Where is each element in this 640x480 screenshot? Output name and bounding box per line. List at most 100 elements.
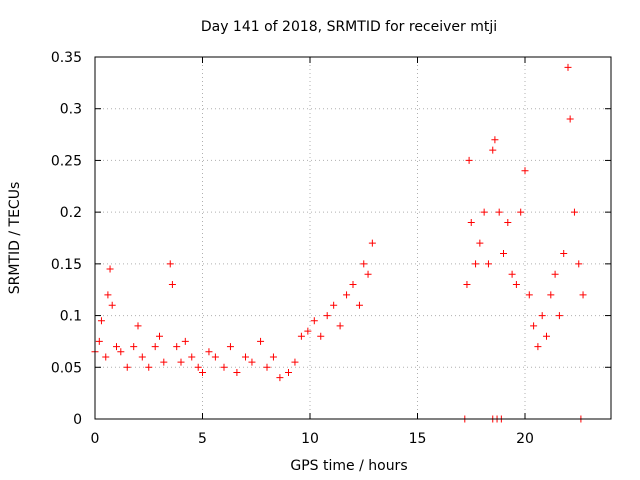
data-point <box>360 260 368 268</box>
data-point <box>297 332 305 340</box>
data-point <box>130 343 138 351</box>
data-point <box>104 291 112 299</box>
x-tick-label: 20 <box>516 431 534 447</box>
x-tick-label: 5 <box>198 431 207 447</box>
data-point <box>276 374 284 382</box>
data-point <box>575 260 583 268</box>
data-point <box>555 312 563 320</box>
data-point <box>220 363 228 371</box>
data-point <box>489 146 497 154</box>
data-point <box>113 343 120 351</box>
data-point <box>579 291 587 299</box>
data-point <box>355 301 363 309</box>
y-tick-label: 0 <box>73 412 82 428</box>
data-point <box>480 208 488 216</box>
data-point <box>349 281 357 289</box>
data-point <box>530 322 538 330</box>
data-point <box>304 327 312 335</box>
data-point <box>566 115 574 123</box>
data-point <box>551 270 559 278</box>
data-point <box>194 363 202 371</box>
data-point <box>504 218 512 226</box>
x-tick-label: 10 <box>301 431 319 447</box>
chart-title: Day 141 of 2018, SRMTID for receiver mtj… <box>201 19 497 35</box>
data-point <box>177 358 185 366</box>
data-point <box>465 156 473 164</box>
data-point <box>343 291 351 299</box>
y-tick-label: 0.25 <box>51 153 82 169</box>
data-point <box>570 208 578 216</box>
y-tick-label: 0.1 <box>60 309 82 325</box>
data-point <box>102 353 110 361</box>
data-point <box>181 337 189 345</box>
data-point <box>156 332 163 340</box>
data-point <box>168 281 176 289</box>
y-tick-label: 0.15 <box>51 257 82 273</box>
data-point <box>173 343 181 351</box>
data-point <box>330 301 338 309</box>
data-point <box>508 270 516 278</box>
data-point <box>310 317 318 325</box>
data-point <box>547 291 555 299</box>
data-point <box>564 63 572 71</box>
data-point <box>211 353 219 361</box>
data-point <box>525 291 533 299</box>
data-points <box>91 63 587 423</box>
data-point <box>108 301 116 309</box>
data-point <box>151 343 159 351</box>
grid-lines <box>95 57 611 419</box>
y-tick-label: 0.2 <box>60 205 82 221</box>
y-axis-label: SRMTID / TECUs <box>7 182 23 295</box>
data-point <box>95 337 103 345</box>
data-point <box>205 348 213 356</box>
x-axis-label: GPS time / hours <box>290 458 407 474</box>
data-point <box>463 281 471 289</box>
data-point <box>543 332 550 340</box>
data-point <box>123 363 131 371</box>
data-point <box>534 343 542 351</box>
data-point <box>538 312 546 320</box>
data-point <box>160 358 168 366</box>
data-point <box>242 353 249 361</box>
data-point <box>285 368 292 376</box>
data-point <box>500 250 507 258</box>
data-point <box>317 332 325 340</box>
axis-ticks <box>94 56 611 420</box>
data-point <box>517 208 525 216</box>
y-tick-label: 0.35 <box>51 50 82 66</box>
tick-labels: 0 5 10 15 20 0 0.05 0.1 0.15 0.2 0.25 0.3 0.35 <box>51 50 534 447</box>
data-point <box>472 260 480 268</box>
data-point <box>199 368 206 376</box>
data-point <box>106 265 114 273</box>
data-point <box>145 363 153 371</box>
data-point <box>323 312 331 320</box>
data-point <box>263 363 271 371</box>
data-point <box>138 353 146 361</box>
data-point <box>188 353 196 361</box>
data-point <box>134 322 142 330</box>
data-point <box>484 260 492 268</box>
plot-frame <box>94 56 612 420</box>
data-point <box>368 239 376 247</box>
data-point <box>364 270 372 278</box>
y-tick-label: 0.3 <box>60 102 82 118</box>
data-point <box>495 208 503 216</box>
data-point <box>117 348 125 356</box>
data-point <box>512 281 520 289</box>
data-point <box>491 136 499 144</box>
data-point <box>233 368 241 376</box>
data-point <box>476 239 484 247</box>
data-point <box>97 317 105 325</box>
x-tick-label: 15 <box>409 431 427 447</box>
x-tick-label: 0 <box>91 431 100 447</box>
data-point <box>560 250 568 258</box>
data-point <box>291 358 299 366</box>
data-point <box>269 353 277 361</box>
y-tick-label: 0.05 <box>51 360 82 376</box>
data-point <box>248 358 256 366</box>
data-point <box>257 337 265 345</box>
data-point <box>336 322 344 330</box>
data-point <box>226 343 234 351</box>
data-point <box>521 167 529 175</box>
